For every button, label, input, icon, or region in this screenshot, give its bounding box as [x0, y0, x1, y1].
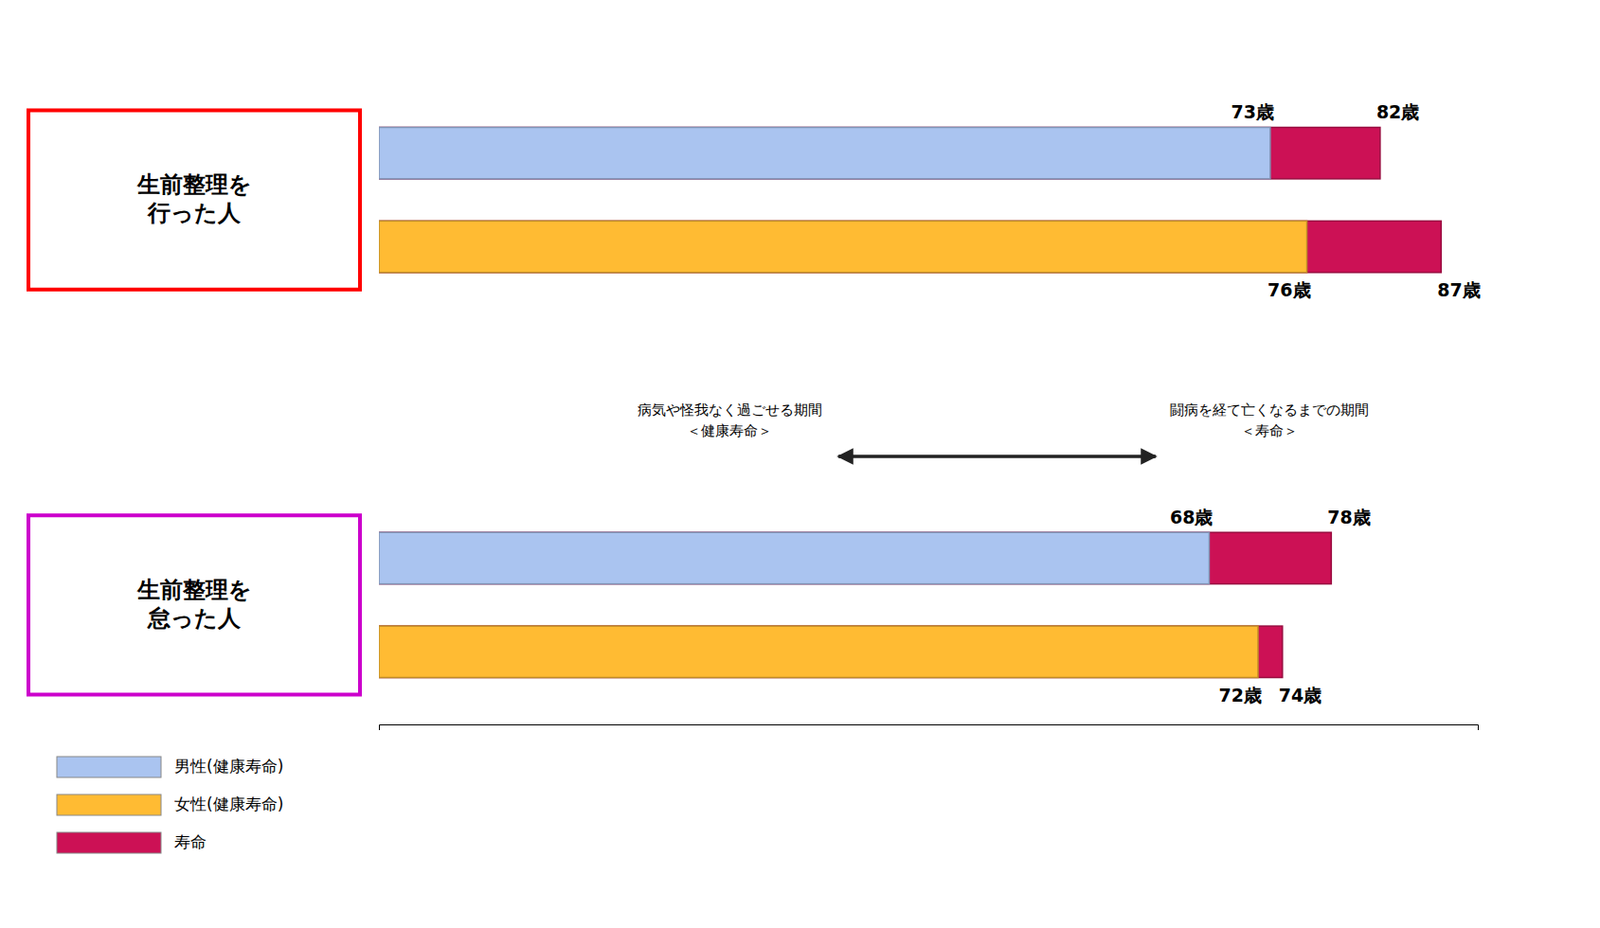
arrow-label: 病気や怪我なく過ごせる期間＜健康寿命＞ — [637, 401, 823, 440]
annotations: 生前整理を行った人生前整理を怠った人 病気や怪我なく過ごせる期間＜健康寿命＞ 闘病を… — [28, 109, 1369, 695]
bar — [378, 126, 1381, 179]
data-label: 78歳 — [1327, 506, 1370, 528]
bar — [378, 626, 1259, 678]
legend-swatch — [56, 756, 162, 778]
data-labels: 73歳 68歳 76歳 72歳 82歳 87歳 78歳 74歳 — [1169, 101, 1481, 705]
bar — [378, 626, 1283, 678]
bars — [378, 126, 1441, 678]
legend-label: 男性(健康寿命) — [174, 756, 284, 776]
data-label: 73歳 — [1230, 101, 1274, 123]
data-label: 76歳 — [1267, 279, 1311, 301]
arrow-label: 闘病を経て亡くなるまでの期間＜寿命＞ — [1169, 401, 1369, 440]
legend-item: 男性(健康寿命) — [56, 756, 284, 778]
bar — [378, 532, 1209, 584]
group-box — [28, 515, 360, 695]
group-label: 生前整理を怠った人 — [136, 576, 252, 632]
chart: 73歳68歳76歳72歳82歳87歳78歳74歳生前整理を行った人生前整理を怠っ… — [0, 0, 1600, 928]
bar — [378, 220, 1441, 272]
group-label: 生前整理を行った人 — [136, 171, 252, 227]
bar — [378, 220, 1308, 272]
data-label: 87歳 — [1437, 279, 1480, 301]
legend-item: 寿命 — [56, 832, 207, 854]
x-axis — [379, 725, 1479, 732]
data-label: 72歳 — [1219, 684, 1262, 706]
bar — [378, 126, 1271, 179]
axis-line — [379, 725, 1479, 732]
legend: 男性(健康寿命) 女性(健康寿命) 寿命 — [56, 756, 284, 854]
legend-label: 女性(健康寿命) — [174, 794, 284, 814]
data-label: 74歳 — [1278, 684, 1322, 706]
group-box — [28, 109, 360, 289]
legend-swatch — [56, 832, 162, 854]
legend-item: 女性(健康寿命) — [56, 794, 284, 816]
bar — [378, 532, 1331, 584]
data-label: 68歳 — [1169, 506, 1213, 528]
legend-swatch — [56, 794, 162, 816]
legend-label: 寿命 — [174, 832, 207, 852]
data-label: 82歳 — [1376, 101, 1420, 123]
double-arrow — [838, 454, 1156, 459]
